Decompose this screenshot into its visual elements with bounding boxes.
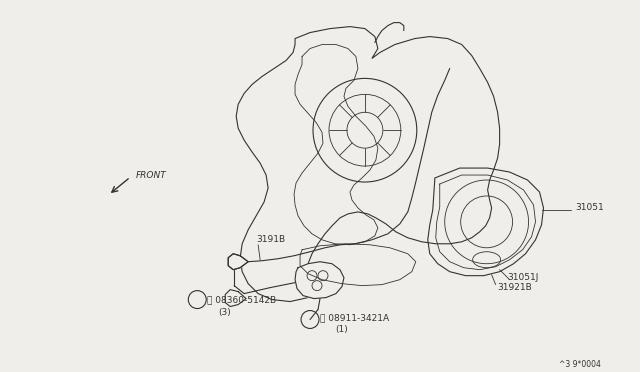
Text: 31051: 31051 (575, 203, 604, 212)
Text: Ⓢ 08360-5142B: Ⓢ 08360-5142B (207, 295, 276, 304)
Polygon shape (228, 254, 248, 270)
Text: FRONT: FRONT (136, 170, 166, 180)
Text: (1): (1) (335, 325, 348, 334)
Text: ^3 9*0004: ^3 9*0004 (559, 360, 602, 369)
Text: 3191B: 3191B (256, 235, 285, 244)
Text: (3): (3) (218, 308, 231, 317)
Polygon shape (295, 262, 344, 299)
Text: 31051J: 31051J (508, 273, 539, 282)
Text: 31921B: 31921B (498, 283, 532, 292)
Text: Ⓝ 08911-3421A: Ⓝ 08911-3421A (320, 313, 389, 322)
